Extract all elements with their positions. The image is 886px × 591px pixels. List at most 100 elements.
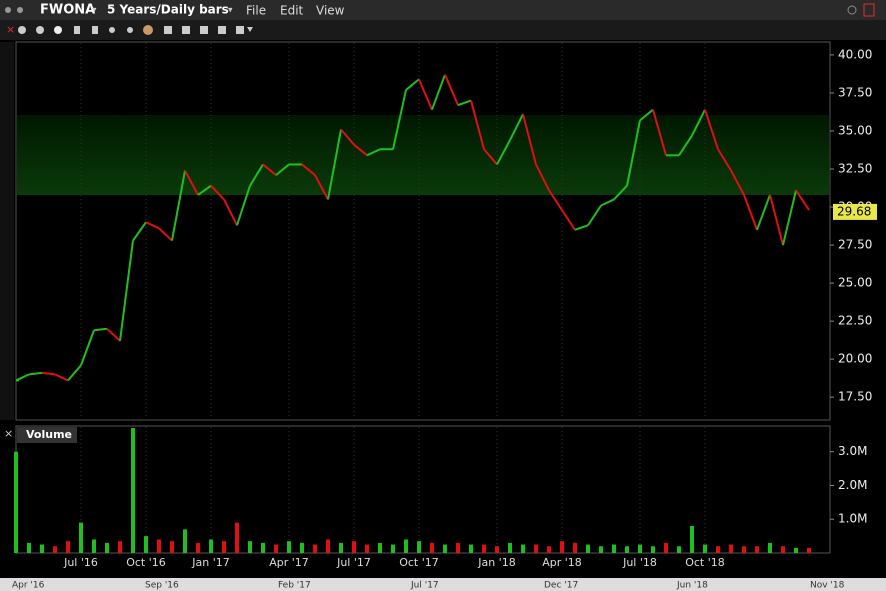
price-segment xyxy=(795,189,810,211)
volume-bar xyxy=(391,544,395,553)
price-segment xyxy=(93,327,108,332)
settings-icon[interactable] xyxy=(847,5,857,15)
volume-bar xyxy=(677,546,681,553)
volume-bar xyxy=(781,546,785,553)
price-segment xyxy=(457,99,472,107)
price-segment xyxy=(184,170,199,196)
navigator[interactable] xyxy=(0,578,886,591)
dropdown-arrow[interactable]: ▾ xyxy=(228,6,233,16)
y-tick-label: 1.0M xyxy=(838,512,867,526)
y-tick-label: 40.00 xyxy=(838,47,872,61)
price-segment xyxy=(301,163,316,176)
navigator-label: Dec '17 xyxy=(544,581,578,591)
symbol[interactable]: FWONA xyxy=(40,3,95,18)
navigator-label: Apr '16 xyxy=(12,581,45,591)
close-button[interactable]: × xyxy=(4,427,13,440)
volume-bar xyxy=(222,541,226,553)
price-segment xyxy=(730,170,745,196)
volume-bar xyxy=(430,542,434,553)
volume-bar xyxy=(27,542,31,553)
volume-bar xyxy=(807,547,811,553)
price-segment xyxy=(366,148,381,157)
volume-title: Volume xyxy=(26,428,72,441)
volume-bar xyxy=(66,541,70,553)
volume-bar xyxy=(53,546,57,553)
x-tick-label: Jul '16 xyxy=(63,556,98,569)
price-segment xyxy=(314,174,329,200)
x-tick-label: Apr '18 xyxy=(542,556,582,569)
y-tick-label: 20.00 xyxy=(838,352,872,366)
volume-bar xyxy=(469,544,473,553)
price-segment xyxy=(639,108,654,122)
x-tick-label: Jul '17 xyxy=(336,556,371,569)
price-segment xyxy=(769,194,784,246)
window-button[interactable] xyxy=(17,7,23,13)
volume-bar xyxy=(651,546,655,553)
dropdown-arrow[interactable]: ▾ xyxy=(92,6,97,16)
volume-bar xyxy=(287,541,291,553)
price-segment xyxy=(782,190,797,246)
navigator-label: Jul '17 xyxy=(410,581,439,591)
price-segment xyxy=(223,198,238,226)
volume-bar xyxy=(521,544,525,553)
price-segment xyxy=(236,185,251,226)
volume-bar xyxy=(144,536,148,553)
volume-bar xyxy=(599,546,603,553)
x-tick-label: Oct '18 xyxy=(685,556,725,569)
volume-bar xyxy=(495,546,499,553)
navigator-label: Nov '18 xyxy=(810,581,845,591)
price-segment xyxy=(210,185,225,201)
volume-bar xyxy=(612,544,616,553)
price-segment xyxy=(275,163,290,176)
price-segment xyxy=(80,329,95,366)
volume-bar xyxy=(196,542,200,553)
volume-bar xyxy=(716,546,720,553)
volume-bar xyxy=(274,544,278,553)
y-tick-label: 22.50 xyxy=(838,314,872,328)
left-strip xyxy=(0,42,14,420)
volume-bar xyxy=(560,541,564,553)
menu-edit[interactable]: Edit xyxy=(280,4,304,18)
volume-bar xyxy=(443,544,447,553)
volume-bar xyxy=(40,544,44,553)
price-segment xyxy=(470,100,485,150)
price-segment xyxy=(626,120,641,186)
last-price-label: 29.68 xyxy=(837,204,871,218)
volume-bar xyxy=(417,541,421,553)
volume-bar xyxy=(794,547,798,553)
volume-bar xyxy=(690,525,694,553)
window-button[interactable] xyxy=(5,7,11,13)
x-tick-label: Apr '17 xyxy=(269,556,309,569)
period[interactable]: 5 Years/Daily bars xyxy=(107,3,229,17)
price-segment xyxy=(717,148,732,172)
volume-bar xyxy=(170,541,174,553)
y-tick-label: 17.50 xyxy=(838,390,872,404)
price-segment xyxy=(574,224,589,231)
price-segment xyxy=(158,227,173,242)
close-button[interactable]: × xyxy=(6,23,15,36)
navigator-label: Jun '18 xyxy=(676,581,708,591)
volume-bar xyxy=(456,542,460,553)
volume-bar xyxy=(547,546,551,553)
price-segment xyxy=(145,221,160,230)
price-segment xyxy=(600,198,615,207)
menu-view[interactable]: View xyxy=(316,4,345,18)
y-tick-label: 35.00 xyxy=(838,123,872,137)
navigator-label: Feb '17 xyxy=(278,581,311,591)
tool-icons[interactable] xyxy=(18,25,253,35)
volume-bar xyxy=(313,544,317,553)
menu-file[interactable]: File xyxy=(246,4,266,18)
volume-bar xyxy=(742,546,746,553)
volume-bar xyxy=(248,541,252,553)
link-icon[interactable] xyxy=(863,3,875,17)
price-segment xyxy=(119,240,134,342)
price-segment xyxy=(262,163,277,176)
price-segment xyxy=(691,109,706,136)
volume-bar xyxy=(300,542,304,553)
price-segment xyxy=(132,221,147,242)
volume-bar xyxy=(131,428,135,553)
y-tick-label: 32.50 xyxy=(838,162,872,176)
price-panel xyxy=(15,41,831,421)
navigator-label: Sep '16 xyxy=(145,581,179,591)
